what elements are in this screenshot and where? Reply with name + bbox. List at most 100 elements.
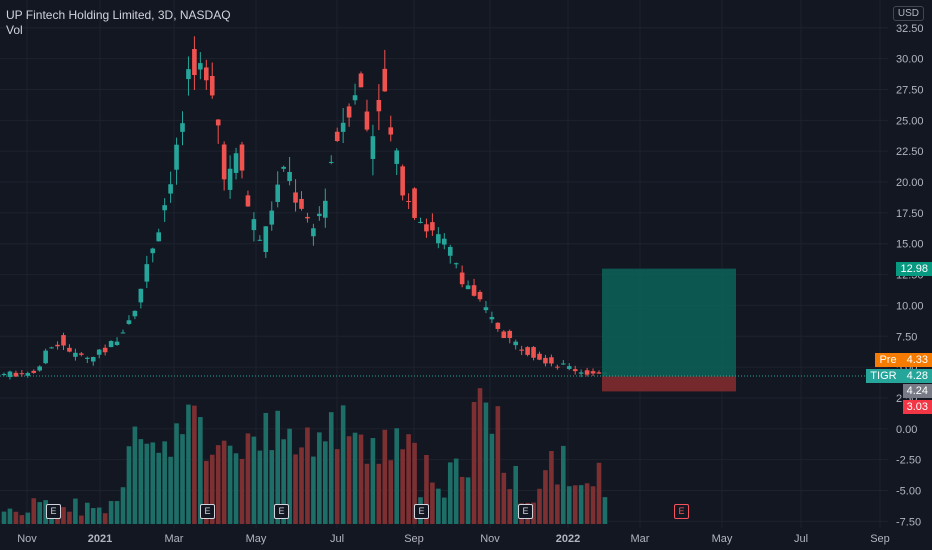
candle-body: [471, 285, 477, 296]
earnings-marker-upcoming[interactable]: E: [674, 504, 689, 519]
volume-bar: [566, 486, 572, 524]
x-tick-label: Jul: [794, 533, 808, 545]
candle-body: [317, 213, 322, 217]
candle-body: [186, 69, 191, 80]
candle-body: [209, 76, 215, 96]
x-tick-label: 2022: [556, 533, 580, 545]
volume-bar: [269, 450, 275, 524]
volume-bar: [453, 458, 459, 524]
candle-body: [340, 122, 346, 132]
ticker-label: TIGR: [870, 370, 897, 382]
y-tick-label: 27.50: [896, 84, 924, 96]
volume-bar: [204, 460, 209, 524]
volume-bar: [37, 502, 42, 524]
candle-body: [311, 228, 316, 237]
target-price-badge: 12.98: [896, 262, 932, 276]
candle-body: [102, 347, 108, 353]
candle-body: [376, 100, 382, 112]
candle-body: [578, 372, 584, 374]
candle-body: [299, 198, 304, 209]
volume-bar: [549, 451, 554, 524]
x-tick-label: May: [246, 533, 267, 545]
volume-bar: [192, 405, 197, 524]
candle-body: [543, 357, 548, 364]
volume-bar: [406, 434, 411, 524]
earnings-marker[interactable]: E: [518, 504, 533, 519]
earnings-marker[interactable]: E: [46, 504, 61, 519]
candle-body: [67, 347, 72, 352]
volume-bar: [388, 460, 394, 524]
volume-bar: [561, 445, 566, 524]
volume-bar: [596, 462, 602, 524]
volume-bar: [31, 498, 37, 524]
candle-body: [79, 353, 84, 355]
chart-legend: UP Fintech Holding Limited, 3D, NASDAQ V…: [6, 8, 231, 38]
volume-bar: [168, 456, 173, 524]
candle-body: [204, 67, 209, 81]
y-tick-label: 22.50: [896, 146, 924, 158]
candle-body: [501, 331, 507, 339]
volume-bar: [346, 436, 352, 524]
volume-bar: [489, 433, 495, 524]
volume-bar: [424, 454, 429, 524]
candle-body: [25, 373, 31, 376]
volume-bar: [239, 458, 245, 524]
candle-body: [477, 291, 483, 300]
earnings-marker[interactable]: E: [414, 504, 429, 519]
volume-bar: [1, 511, 7, 524]
volume-bar: [501, 472, 507, 524]
volume-bar: [465, 477, 471, 524]
candle-body: [49, 347, 54, 349]
x-tick-label: Nov: [480, 533, 500, 545]
candle-body: [37, 366, 42, 371]
volume-bar: [543, 470, 548, 524]
volume-bar: [156, 452, 161, 524]
candle-body: [138, 288, 144, 303]
candle-body: [221, 144, 227, 180]
volume-bar: [108, 501, 114, 524]
earnings-marker[interactable]: E: [274, 504, 289, 519]
y-tick-label: -2.50: [896, 455, 921, 467]
volume-bar: [7, 508, 13, 524]
volume-bar: [114, 501, 120, 524]
candle-body: [251, 219, 257, 231]
y-tick-label: -5.00: [896, 486, 921, 498]
candle-body: [412, 188, 417, 218]
target-price-value: 12.98: [900, 263, 928, 275]
volume-bar: [257, 450, 263, 524]
candle-body: [61, 335, 66, 346]
volume-bar: [477, 388, 483, 524]
candle-body: [180, 123, 185, 132]
volume-label: Vol: [6, 23, 23, 37]
candle-body: [239, 144, 245, 171]
candle-body: [352, 95, 358, 101]
candle-body: [334, 131, 340, 142]
volume-bar: [19, 515, 25, 524]
volume-bar: [352, 432, 358, 524]
entry-price-badge: 4.24: [902, 384, 932, 398]
candle-body: [287, 171, 292, 182]
candle-body: [394, 150, 399, 164]
volume-bar: [174, 423, 179, 524]
y-tick-label: 30.00: [896, 54, 924, 66]
volume-bar: [311, 456, 316, 524]
volume-bar: [85, 502, 90, 524]
volume-bar: [73, 498, 78, 524]
volume-bar: [555, 484, 560, 524]
x-tick-label: May: [712, 533, 733, 545]
candle-body: [13, 372, 19, 377]
volume-bar: [120, 487, 126, 524]
x-tick-label: Sep: [404, 533, 424, 545]
volume-bar: [43, 500, 48, 524]
x-tick-label: Mar: [631, 533, 650, 545]
earnings-marker[interactable]: E: [200, 504, 215, 519]
volume-bar: [299, 447, 304, 524]
candle-body: [150, 248, 156, 254]
volume-bar: [162, 441, 167, 524]
volume-bar: [394, 428, 399, 524]
candle-body: [108, 341, 114, 348]
candle-body: [114, 341, 120, 346]
currency-button[interactable]: USD: [892, 6, 924, 21]
candle-body: [572, 369, 578, 372]
